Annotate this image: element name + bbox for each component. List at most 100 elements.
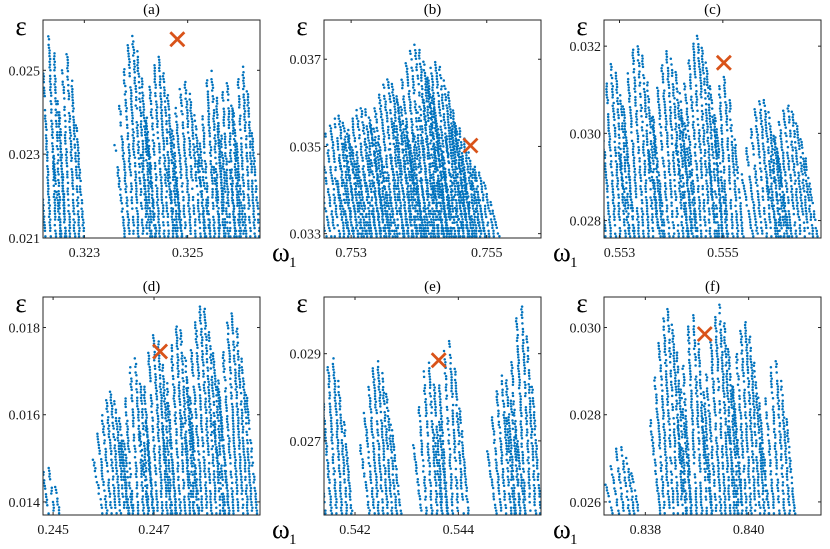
data-point [410, 167, 414, 171]
data-point [359, 241, 362, 244]
data-point [57, 204, 60, 208]
data-point [210, 165, 214, 169]
data-point [52, 192, 56, 196]
data-point [78, 174, 81, 177]
data-point [47, 215, 51, 218]
data-point [77, 221, 80, 224]
data-point [119, 199, 123, 202]
data-point [420, 221, 424, 224]
data-point [317, 171, 320, 174]
data-point [154, 184, 158, 187]
data-point [246, 92, 250, 96]
data-point [459, 172, 463, 176]
data-point [61, 181, 64, 185]
data-point [163, 165, 167, 168]
data-point [146, 207, 149, 210]
data-point [423, 106, 426, 110]
data-point [131, 43, 134, 46]
data-point [468, 171, 472, 175]
data-point [487, 229, 490, 233]
data-point [454, 130, 457, 133]
data-point [257, 212, 260, 216]
data-point [382, 132, 385, 135]
data-point [123, 68, 126, 71]
data-point [59, 226, 62, 230]
data-point [160, 184, 163, 188]
data-point [371, 209, 374, 213]
data-point [233, 221, 237, 224]
data-point [171, 175, 175, 179]
data-point [64, 142, 67, 145]
data-point [158, 61, 161, 64]
data-point [463, 145, 466, 149]
data-point [408, 176, 411, 179]
data-point [349, 212, 352, 216]
data-point [409, 146, 412, 150]
data-point [386, 218, 390, 221]
data-point [127, 52, 130, 55]
data-point [454, 124, 457, 128]
data-point [473, 229, 476, 232]
data-point [56, 167, 60, 171]
data-point [406, 84, 410, 87]
data-point [340, 170, 344, 173]
data-point [128, 162, 132, 166]
data-point [73, 221, 76, 224]
data-point [356, 125, 360, 129]
data-point [125, 107, 129, 110]
data-point [61, 83, 64, 86]
data-point [374, 196, 377, 199]
data-point [172, 189, 176, 193]
data-point [129, 86, 132, 89]
data-point [206, 90, 210, 93]
data-point [445, 221, 448, 224]
data-point [384, 100, 387, 103]
data-point [77, 215, 81, 219]
data-point [181, 123, 185, 127]
data-point [451, 151, 455, 154]
data-point [453, 168, 457, 171]
data-point [172, 164, 176, 167]
data-point [362, 218, 366, 222]
data-point [181, 190, 184, 193]
data-point [375, 150, 379, 153]
data-point [119, 121, 122, 124]
data-point [167, 108, 171, 111]
data-point [51, 145, 54, 148]
data-point [421, 188, 424, 191]
data-point [405, 64, 408, 68]
data-point [225, 207, 228, 210]
data-point [337, 156, 341, 160]
data-point [384, 103, 387, 106]
data-point [142, 111, 145, 114]
data-point [399, 105, 402, 109]
data-point [75, 176, 79, 180]
data-point [178, 220, 182, 224]
data-point [229, 226, 232, 230]
data-point [430, 125, 434, 129]
data-point [144, 193, 147, 196]
data-point [129, 97, 133, 100]
data-point [196, 198, 200, 202]
data-point [71, 187, 75, 191]
data-point [66, 198, 70, 202]
data-point [394, 148, 397, 151]
data-point [236, 80, 240, 84]
data-point [237, 100, 241, 104]
data-point [43, 117, 47, 120]
data-point [340, 184, 344, 188]
data-point [414, 209, 417, 213]
data-point [386, 210, 389, 213]
data-point [364, 111, 367, 114]
data-point [338, 153, 341, 157]
data-point [428, 171, 432, 174]
data-point [415, 68, 418, 72]
data-point [416, 128, 419, 131]
data-point [129, 190, 133, 194]
data-point [485, 192, 489, 196]
data-point [52, 178, 55, 182]
data-point [195, 144, 199, 148]
data-point [131, 122, 134, 126]
data-point [379, 232, 383, 235]
data-point [56, 111, 60, 114]
